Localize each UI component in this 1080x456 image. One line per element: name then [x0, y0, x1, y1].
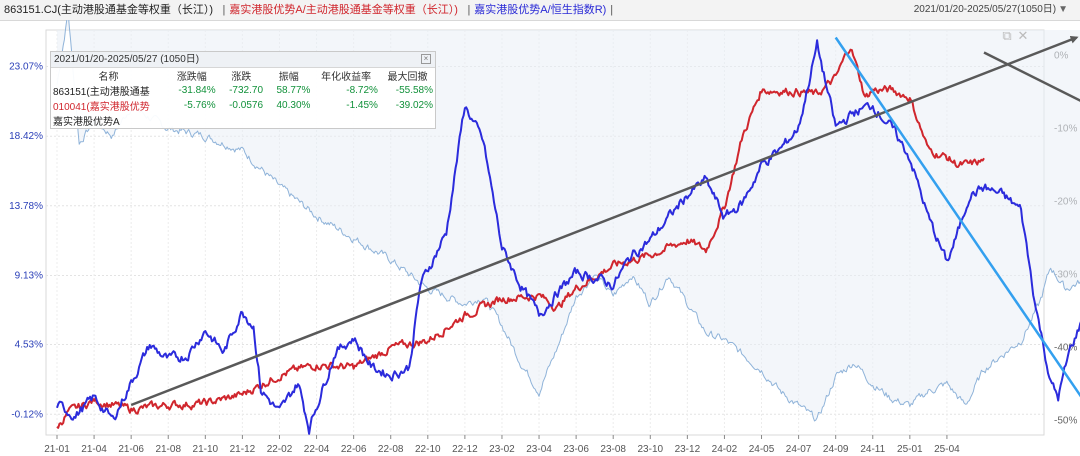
x-tick-label: 25-04 — [934, 444, 960, 455]
x-tick-label: 25-01 — [897, 444, 923, 455]
x-tick-label: 23-06 — [563, 444, 589, 455]
y-left-tick-label: 9.13% — [15, 271, 43, 282]
series-title-2[interactable]: 嘉实港股优势A/主动港股通基金等权重（长江）) — [229, 4, 458, 16]
stats-row[interactable]: 嘉实港股优势A — [51, 113, 435, 128]
stats-cell: 40.30% — [276, 100, 311, 111]
x-tick-label: 23-10 — [637, 444, 663, 455]
title-separator: | — [222, 4, 226, 16]
y-left-tick-label: 18.42% — [9, 131, 43, 142]
y-left-tick-label: 23.07% — [9, 61, 43, 72]
series-line — [56, 39, 1080, 435]
stats-cell — [218, 113, 265, 128]
x-tick-label: 21-10 — [193, 444, 219, 455]
stats-header-row: 名称 涨跌幅 涨跌 振幅 年化收益率 最大回撤 — [51, 68, 435, 83]
x-tick-label: 23-12 — [675, 444, 701, 455]
x-tick-label: 24-05 — [749, 444, 775, 455]
stats-row-name: 010041(嘉实港股优势 — [53, 102, 150, 113]
stats-cell: -31.84% — [178, 85, 216, 96]
stats-table: 名称 涨跌幅 涨跌 振幅 年化收益率 最大回撤 863151(主动港股通基 -31.84% -… — [51, 68, 435, 128]
stats-cell: -39.02% — [395, 100, 433, 111]
trend-arrow — [130, 35, 1079, 407]
series-title-0[interactable]: 863151.CJ(主动港股通基金等权重（长江）) — [4, 4, 214, 16]
x-tick-label: 21-06 — [118, 444, 144, 455]
stats-col-header[interactable]: 涨跌 — [231, 72, 252, 83]
date-range-text: 2021/01/20-2025/05/27(1050日) — [913, 4, 1057, 15]
stats-cell: -732.70 — [229, 85, 264, 96]
stats-cell: -5.76% — [183, 100, 216, 111]
stats-col-header[interactable]: 振幅 — [278, 72, 299, 83]
stats-col-header[interactable]: 年化收益率 — [321, 72, 372, 83]
stats-row[interactable]: 863151(主动港股通基 -31.84% -732.70 58.77% -8.72% -… — [51, 83, 435, 98]
x-tick-label: 21-12 — [230, 444, 256, 455]
x-tick-label: 21-01 — [44, 444, 70, 455]
stats-cell — [380, 113, 435, 128]
x-tick-label: 22-04 — [304, 444, 330, 455]
x-tick-label: 24-07 — [786, 444, 812, 455]
stats-col-header[interactable]: 涨跌幅 — [176, 72, 207, 83]
stats-panel-title: 2021/01/20-2025/05/27 (1050日) × — [51, 52, 435, 68]
x-tick-label: 22-12 — [452, 444, 478, 455]
title-separator: | — [467, 4, 471, 16]
date-range-selector[interactable]: 2021/01/20-2025/05/27(1050日) ▼ — [912, 2, 1070, 17]
close-icon[interactable]: ✕ — [1017, 28, 1029, 43]
stats-cell: -0.0576 — [229, 100, 264, 111]
y-left-tick-label: 13.78% — [9, 201, 43, 212]
stats-row[interactable]: 010041(嘉实港股优势 -5.76% -0.0576 40.30% -1.45% -3… — [51, 98, 435, 113]
x-tick-label: 21-04 — [81, 444, 107, 455]
y-left-tick-label: 4.53% — [15, 340, 43, 351]
x-tick-label: 24-09 — [823, 444, 849, 455]
stats-cell — [312, 113, 380, 128]
stats-cell — [166, 113, 218, 128]
x-tick-label: 23-08 — [600, 444, 626, 455]
stats-panel-title-text: 2021/01/20-2025/05/27 (1050日) — [54, 54, 200, 65]
stats-cell: 58.77% — [276, 85, 311, 96]
x-tick-label: 22-06 — [341, 444, 367, 455]
stats-col-header[interactable]: 名称 — [98, 72, 119, 83]
x-tick-label: 22-10 — [415, 444, 441, 455]
x-tick-label: 22-02 — [267, 444, 293, 455]
title-bar: 863151.CJ(主动港股通基金等权重（长江）) | 嘉实港股优势A/主动港股通基… — [0, 0, 1080, 21]
triangle-down-icon[interactable]: ▼ — [1058, 4, 1068, 15]
stats-col-header[interactable]: 最大回撤 — [387, 72, 428, 83]
trend-arrow — [983, 51, 1080, 102]
series-title-4[interactable]: 嘉实港股优势A/恒生指数R) — [474, 4, 607, 16]
x-tick-label: 21-08 — [155, 444, 181, 455]
x-tick-label: 24-02 — [712, 444, 738, 455]
interval-stats-panel[interactable]: 2021/01/20-2025/05/27 (1050日) × 名称 涨跌幅 涨跌 振… — [50, 51, 436, 129]
x-tick-label: 23-02 — [489, 444, 515, 455]
restore-icon[interactable]: ⧉ — [1002, 28, 1012, 43]
y-left-tick-label: -0.12% — [11, 409, 43, 420]
stats-row-name: 863151(主动港股通基 — [53, 87, 150, 98]
title-separator: | — [610, 4, 614, 16]
x-tick-label: 22-08 — [378, 444, 404, 455]
stats-cell: -8.72% — [346, 85, 378, 96]
trend-arrow — [834, 36, 1080, 398]
stats-cell: -55.58% — [395, 85, 433, 96]
x-tick-label: 24-11 — [860, 444, 885, 455]
close-icon[interactable]: × — [421, 54, 431, 64]
y-right-tick-label: -40% — [1054, 342, 1077, 353]
stats-cell: -1.45% — [346, 100, 378, 111]
series-line — [56, 20, 1080, 422]
stats-cell — [265, 113, 312, 128]
x-tick-label: 23-04 — [526, 444, 552, 455]
series-line — [56, 48, 985, 429]
y-right-tick-label: -50% — [1054, 415, 1077, 426]
stats-row-name: 嘉实港股优势A — [53, 117, 120, 128]
